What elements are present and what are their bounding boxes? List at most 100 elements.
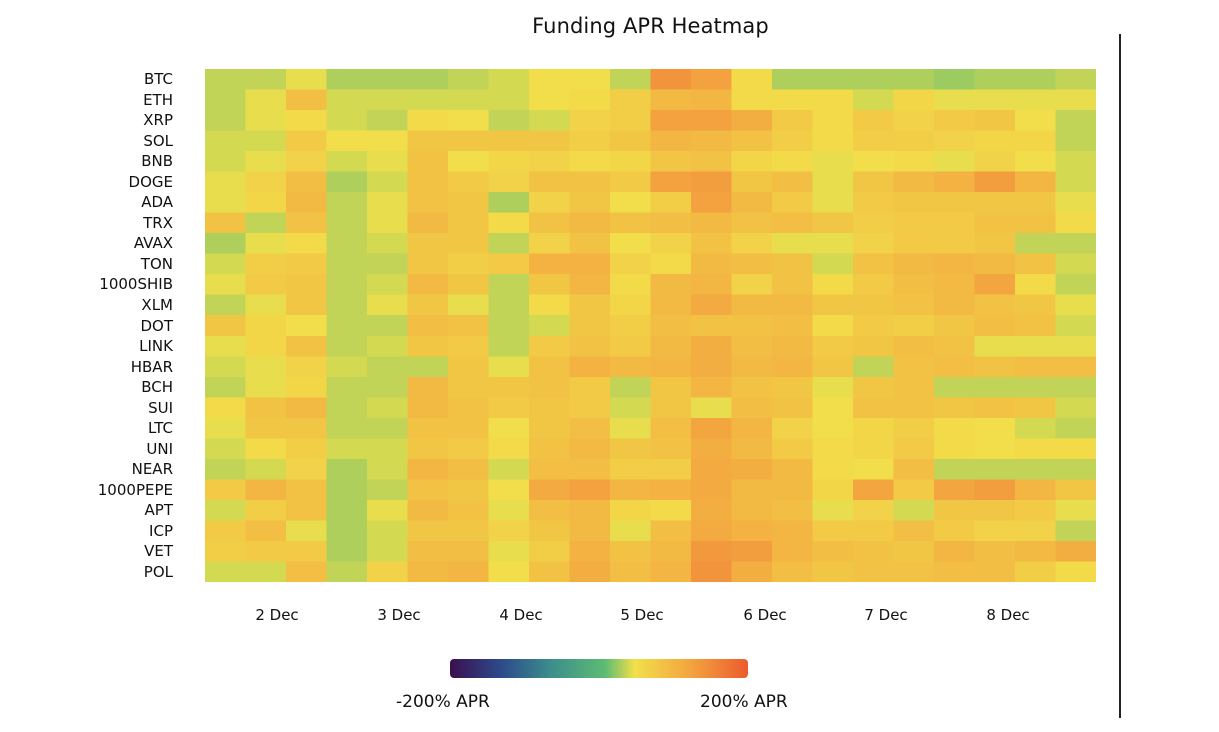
- heatmap-cell: [610, 130, 652, 152]
- heatmap-cell: [610, 356, 652, 378]
- y-tick-label: NEAR: [131, 460, 173, 479]
- heatmap-cell: [610, 335, 652, 357]
- heatmap-cell: [245, 376, 287, 398]
- heatmap-cell: [205, 69, 247, 91]
- heatmap-cell: [1015, 192, 1057, 214]
- heatmap-cell: [448, 376, 490, 398]
- heatmap-cell: [731, 192, 773, 214]
- heatmap-cell: [326, 335, 368, 357]
- heatmap-cell: [934, 192, 976, 214]
- heatmap-cell: [731, 110, 773, 132]
- heatmap-cell: [245, 151, 287, 173]
- heatmap-cell: [772, 171, 814, 193]
- heatmap-cell: [691, 192, 733, 214]
- heatmap-cell: [691, 540, 733, 563]
- heatmap-cell: [245, 356, 287, 378]
- heatmap-cell: [529, 397, 571, 419]
- heatmap-cell: [731, 479, 773, 501]
- heatmap-cell: [569, 69, 611, 91]
- heatmap-cell: [772, 274, 814, 296]
- heatmap-cell: [529, 479, 571, 501]
- heatmap-cell: [650, 540, 692, 563]
- heatmap-cell: [772, 397, 814, 419]
- heatmap-cell: [407, 499, 449, 522]
- heatmap-cell: [974, 458, 1016, 480]
- heatmap-cell: [529, 315, 571, 337]
- heatmap-cell: [893, 130, 935, 152]
- heatmap-cell: [853, 192, 895, 214]
- heatmap-cell: [448, 397, 490, 419]
- heatmap-cell: [731, 89, 773, 111]
- heatmap-cell: [731, 356, 773, 378]
- heatmap-cell: [1055, 110, 1096, 132]
- heatmap-cell: [529, 151, 571, 173]
- heatmap-cell: [974, 315, 1016, 337]
- heatmap-cell: [326, 89, 368, 111]
- heatmap-grid: [205, 69, 1096, 582]
- heatmap-cell: [488, 89, 530, 111]
- heatmap-cell: [812, 130, 854, 152]
- heatmap-cell: [367, 458, 409, 480]
- heatmap-cell: [1015, 151, 1057, 173]
- heatmap-cell: [488, 110, 530, 132]
- heatmap-cell: [286, 212, 328, 234]
- heatmap-cell: [448, 130, 490, 152]
- heatmap-cell: [772, 233, 814, 255]
- heatmap-cell: [367, 130, 409, 152]
- heatmap-cell: [691, 417, 733, 439]
- heatmap-cell: [893, 315, 935, 337]
- heatmap-cell: [974, 69, 1016, 91]
- heatmap-cell: [853, 356, 895, 378]
- heatmap-cell: [974, 561, 1016, 582]
- heatmap-cell: [286, 192, 328, 214]
- heatmap-cell: [407, 417, 449, 439]
- heatmap-cell: [488, 69, 530, 91]
- heatmap-cell: [205, 212, 247, 234]
- heatmap-cell: [407, 397, 449, 419]
- heatmap-cell: [772, 540, 814, 563]
- heatmap-cell: [974, 192, 1016, 214]
- heatmap-cell: [650, 561, 692, 582]
- heatmap-cell: [934, 233, 976, 255]
- heatmap-cell: [286, 561, 328, 582]
- heatmap-cell: [812, 192, 854, 214]
- heatmap-cell: [326, 458, 368, 480]
- heatmap-cell: [367, 499, 409, 522]
- heatmap-cell: [650, 69, 692, 91]
- heatmap-cell: [853, 520, 895, 542]
- heatmap-cell: [407, 89, 449, 111]
- heatmap-cell: [974, 212, 1016, 234]
- heatmap-cell: [326, 417, 368, 439]
- heatmap-cell: [974, 356, 1016, 378]
- heatmap-cell: [245, 520, 287, 542]
- heatmap-cell: [529, 171, 571, 193]
- heatmap-cell: [610, 69, 652, 91]
- heatmap-cell: [1055, 438, 1096, 460]
- heatmap-cell: [286, 417, 328, 439]
- heatmap-cell: [934, 479, 976, 501]
- heatmap-cell: [650, 192, 692, 214]
- heatmap-cell: [205, 520, 247, 542]
- heatmap-cell: [205, 376, 247, 398]
- y-tick-label: TRX: [143, 213, 173, 232]
- heatmap-cell: [974, 540, 1016, 563]
- heatmap-cell: [286, 520, 328, 542]
- heatmap-cell: [529, 89, 571, 111]
- heatmap-cell: [650, 253, 692, 275]
- heatmap-cell: [934, 212, 976, 234]
- heatmap-cell: [407, 130, 449, 152]
- heatmap-cell: [893, 110, 935, 132]
- divider-line: [1119, 34, 1121, 718]
- heatmap-cell: [569, 417, 611, 439]
- heatmap-cell: [893, 417, 935, 439]
- heatmap-cell: [245, 335, 287, 357]
- heatmap-cell: [1015, 458, 1057, 480]
- heatmap-cell: [205, 397, 247, 419]
- heatmap-cell: [812, 69, 854, 91]
- heatmap-cell: [610, 438, 652, 460]
- heatmap-cell: [367, 479, 409, 501]
- heatmap-cell: [286, 376, 328, 398]
- heatmap-cell: [448, 294, 490, 316]
- heatmap-cell: [1015, 438, 1057, 460]
- heatmap-cell: [812, 151, 854, 173]
